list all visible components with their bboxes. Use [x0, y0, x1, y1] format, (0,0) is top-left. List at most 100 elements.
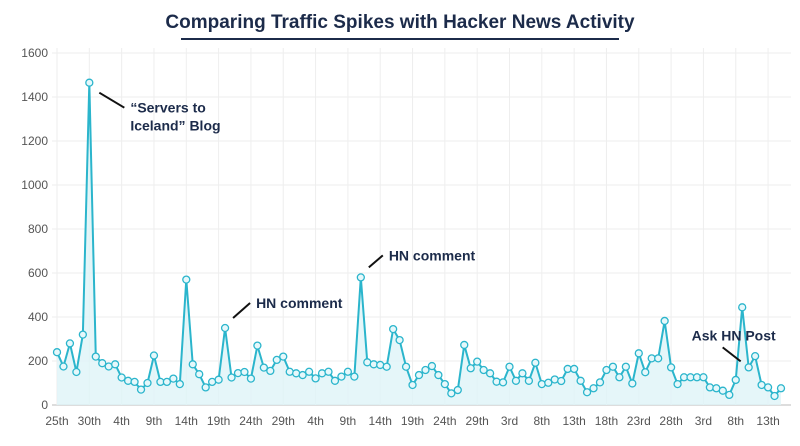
annotation-leader — [232, 302, 251, 319]
data-point — [91, 352, 100, 361]
data-point — [188, 360, 197, 369]
data-point — [763, 383, 773, 392]
data-point — [59, 362, 68, 371]
data-point — [324, 367, 333, 376]
y-tick-label: 1400 — [21, 90, 48, 104]
data-point — [279, 352, 288, 361]
data-point — [673, 379, 682, 389]
data-point — [666, 363, 676, 372]
x-tick-label: 9th — [340, 414, 357, 428]
chart-title: Comparing Traffic Spikes with Hacker New… — [165, 12, 635, 33]
data-point — [266, 366, 275, 376]
x-tick-label: 13th — [756, 414, 779, 428]
x-tick-label: 24th — [433, 414, 456, 428]
data-point — [505, 362, 514, 371]
data-point — [136, 385, 146, 394]
data-point — [201, 383, 210, 392]
data-point — [453, 385, 462, 395]
annotation-label: Iceland” Blog — [130, 118, 220, 134]
data-point — [330, 376, 340, 385]
y-tick-label: 1200 — [21, 134, 48, 148]
data-point — [589, 384, 598, 393]
data-point — [582, 388, 592, 397]
data-point — [162, 377, 172, 387]
x-tick-label: 8th — [533, 414, 550, 428]
data-point — [524, 376, 534, 385]
data-point — [233, 368, 243, 378]
data-point — [557, 376, 566, 386]
x-tick-label: 29th — [465, 414, 488, 428]
data-point — [143, 378, 152, 388]
data-point — [595, 378, 605, 387]
data-point — [460, 340, 469, 350]
data-point — [169, 374, 178, 383]
data-point — [473, 357, 482, 366]
data-point — [98, 359, 107, 368]
data-point — [447, 389, 456, 398]
data-point — [440, 379, 450, 389]
data-point — [253, 341, 262, 350]
y-tick-label: 800 — [28, 222, 48, 236]
x-tick-label: 25th — [45, 414, 68, 428]
y-tick-label: 400 — [28, 310, 48, 324]
data-point — [298, 370, 307, 380]
data-point — [699, 373, 708, 382]
data-point — [382, 362, 391, 371]
data-point — [130, 377, 139, 387]
data-point — [434, 370, 443, 380]
x-tick-label: 9th — [146, 414, 163, 428]
data-point — [356, 273, 365, 282]
data-point — [214, 375, 223, 384]
data-point — [615, 373, 624, 382]
data-point — [195, 370, 204, 379]
annotation-leader — [368, 254, 384, 269]
data-point — [569, 364, 579, 374]
data-point — [350, 372, 359, 381]
data-point — [654, 354, 663, 363]
x-tick-label: 18th — [595, 414, 618, 428]
data-point — [259, 363, 269, 372]
x-tick-label: 4th — [113, 414, 130, 428]
x-tick-label: 30th — [78, 414, 101, 428]
data-point — [343, 367, 353, 376]
annotation-label: “Servers to — [130, 100, 205, 116]
x-tick-label: 19th — [207, 414, 230, 428]
x-tick-label: 8th — [727, 414, 744, 428]
x-tick-label: 28th — [659, 414, 682, 428]
data-point — [117, 373, 126, 382]
data-point — [227, 373, 236, 382]
data-point — [718, 386, 727, 395]
data-point — [395, 335, 404, 345]
x-tick-label: 3rd — [695, 414, 712, 428]
data-point — [485, 369, 495, 378]
data-point — [634, 349, 643, 358]
data-point — [770, 391, 779, 401]
data-point — [628, 379, 637, 388]
x-tick-label: 13th — [562, 414, 585, 428]
data-point — [85, 78, 94, 87]
y-tick-label: 0 — [41, 398, 48, 412]
x-tick-label: 3rd — [501, 414, 518, 428]
data-point — [123, 376, 133, 385]
data-point — [78, 330, 88, 339]
data-point — [641, 368, 650, 377]
x-tick-label: 19th — [401, 414, 424, 428]
data-point — [427, 361, 437, 371]
data-point — [52, 348, 62, 357]
data-point — [511, 376, 521, 385]
data-point — [388, 324, 398, 334]
x-tick-label: 14th — [369, 414, 392, 428]
data-point — [731, 375, 740, 385]
data-point — [531, 358, 540, 367]
data-point — [175, 379, 184, 389]
data-point — [246, 374, 256, 383]
data-point — [414, 370, 424, 380]
annotation-label: HN comment — [256, 295, 343, 311]
y-tick-label: 200 — [28, 354, 48, 368]
data-point — [304, 367, 314, 376]
y-tick-label: 1000 — [21, 178, 48, 192]
data-point — [725, 390, 734, 400]
data-point — [738, 303, 747, 312]
data-point — [660, 316, 669, 326]
